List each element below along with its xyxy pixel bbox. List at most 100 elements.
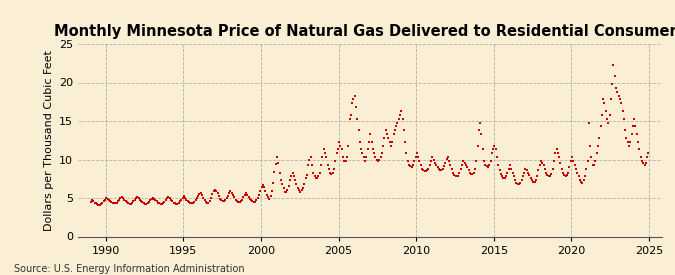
Point (137, 200, 148, 204)
Point (443, 159, 454, 163)
Point (220, 198, 231, 202)
Point (321, 155, 331, 160)
Point (271, 155, 282, 160)
Point (477, 147, 488, 152)
Point (411, 151, 422, 156)
Point (284, 183, 294, 188)
Point (239, 193, 250, 197)
Point (278, 186, 289, 190)
Point (140, 202, 151, 206)
Point (175, 199, 186, 203)
Point (103, 197, 114, 202)
Point (389, 128, 400, 133)
Point (352, 117, 362, 121)
Point (267, 189, 277, 193)
Point (547, 167, 558, 171)
Point (243, 195, 254, 199)
Point (117, 196, 128, 200)
Point (483, 165, 493, 169)
Point (404, 163, 414, 167)
Point (378, 144, 389, 148)
Point (136, 199, 146, 203)
Point (608, 63, 619, 67)
Point (508, 174, 519, 179)
Point (427, 155, 437, 160)
Point (374, 157, 385, 162)
Point (595, 124, 606, 129)
Point (412, 155, 423, 160)
Point (147, 196, 158, 200)
Point (92, 202, 103, 206)
Point (233, 200, 244, 204)
Point (391, 124, 402, 129)
Point (88, 199, 99, 203)
Point (597, 113, 608, 117)
Point (526, 178, 537, 183)
Point (563, 170, 574, 175)
Point (343, 144, 354, 148)
Point (479, 159, 489, 163)
Point (532, 174, 543, 179)
Point (437, 167, 448, 171)
Point (292, 186, 303, 190)
Point (150, 198, 161, 202)
Point (541, 170, 551, 175)
Point (419, 169, 430, 173)
Point (273, 160, 284, 165)
Point (172, 202, 183, 206)
Point (552, 151, 563, 156)
Point (618, 117, 629, 121)
Point (494, 168, 505, 172)
Point (525, 176, 536, 180)
Point (264, 197, 275, 201)
Point (199, 198, 210, 202)
Point (367, 147, 378, 152)
Point (169, 201, 180, 206)
Point (473, 128, 484, 133)
Point (316, 163, 327, 167)
Point (296, 188, 307, 192)
Point (138, 201, 149, 206)
Point (470, 167, 481, 171)
Point (227, 193, 238, 197)
Point (248, 200, 259, 204)
Point (176, 197, 187, 202)
Point (255, 189, 266, 193)
Point (109, 201, 119, 206)
Point (361, 155, 372, 160)
Point (217, 199, 228, 203)
Point (542, 173, 553, 177)
Point (221, 196, 232, 200)
Point (500, 176, 510, 180)
Point (259, 185, 269, 189)
Point (536, 159, 547, 163)
Point (229, 195, 240, 199)
Point (165, 197, 176, 202)
Point (425, 163, 435, 167)
Point (555, 160, 566, 165)
Point (559, 173, 570, 177)
Point (90, 201, 101, 206)
Point (96, 202, 107, 206)
Point (370, 155, 381, 160)
Point (335, 144, 346, 148)
Point (642, 155, 653, 160)
Point (528, 180, 539, 184)
Point (285, 178, 296, 183)
Point (186, 201, 197, 206)
Point (342, 155, 352, 160)
Point (574, 178, 585, 183)
Point (598, 97, 609, 102)
Point (181, 197, 192, 202)
Point (480, 163, 491, 167)
Point (467, 172, 478, 176)
Point (269, 170, 280, 174)
Point (274, 170, 285, 175)
Point (402, 159, 413, 163)
Point (330, 159, 341, 163)
Point (464, 170, 475, 175)
Point (432, 165, 443, 169)
Point (192, 196, 202, 200)
Point (202, 200, 213, 205)
Point (252, 196, 263, 200)
